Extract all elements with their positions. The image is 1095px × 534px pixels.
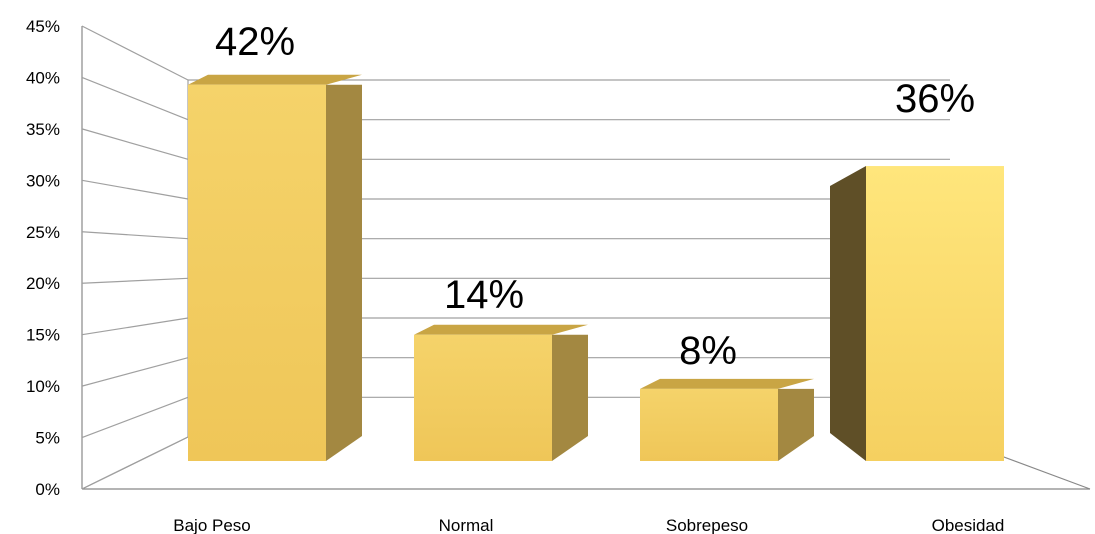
x-tick-label: Normal bbox=[439, 516, 494, 534]
gridline-left-wall bbox=[81, 25, 189, 81]
y-tick-label: 10% bbox=[26, 377, 60, 396]
data-label: 14% bbox=[444, 273, 524, 317]
y-tick-label: 20% bbox=[26, 274, 60, 293]
y-tick-label: 0% bbox=[35, 480, 60, 499]
bar-front-face bbox=[188, 84, 326, 461]
gridline-left-wall bbox=[81, 357, 189, 387]
bar-side-face bbox=[830, 166, 866, 462]
data-label: 8% bbox=[679, 329, 737, 373]
y-tick-label: 40% bbox=[26, 68, 60, 87]
y-tick-label: 35% bbox=[26, 120, 60, 139]
bar-top-face bbox=[414, 324, 588, 335]
bar-normal bbox=[414, 324, 588, 461]
bar-side-face bbox=[326, 84, 362, 461]
x-tick-label: Obesidad bbox=[932, 516, 1005, 534]
gridline-left-wall bbox=[81, 231, 189, 240]
data-label: 36% bbox=[895, 77, 975, 121]
bar-front-face bbox=[640, 388, 778, 461]
y-tick-label: 25% bbox=[26, 223, 60, 242]
x-tick-label: Bajo Peso bbox=[173, 516, 251, 534]
bar-side-face bbox=[552, 334, 588, 461]
y-tick-label: 45% bbox=[26, 17, 60, 36]
gridline-left-wall bbox=[81, 128, 189, 160]
y-tick-label: 15% bbox=[26, 326, 60, 345]
gridline-left-wall bbox=[81, 436, 189, 490]
gridline-left-wall bbox=[81, 396, 189, 439]
gridline-left-wall bbox=[81, 317, 189, 336]
y-tick-label: 5% bbox=[35, 429, 60, 448]
bar-front-face bbox=[866, 166, 1004, 462]
y-tick-label: 30% bbox=[26, 171, 60, 190]
data-label: 42% bbox=[215, 20, 295, 64]
gridline-left-wall bbox=[81, 277, 189, 284]
bar-bajo-peso bbox=[188, 74, 362, 461]
bar-sobrepeso bbox=[640, 378, 814, 461]
bar-side-face bbox=[778, 388, 814, 461]
gridline-left-wall bbox=[81, 76, 189, 121]
labels-layer: 0% 5% 10% 15% 20% 25% 30% 35% 40% 45% 42% Bajo Peso… bbox=[26, 17, 1004, 534]
gridline-left-wall bbox=[81, 179, 189, 200]
bar-front-face bbox=[414, 334, 552, 461]
bar-top-face bbox=[188, 74, 362, 85]
x-tick-label: Sobrepeso bbox=[666, 516, 748, 534]
bars-layer bbox=[188, 74, 1004, 462]
bar-top-face bbox=[640, 378, 814, 389]
bar-obesidad bbox=[830, 166, 1004, 462]
